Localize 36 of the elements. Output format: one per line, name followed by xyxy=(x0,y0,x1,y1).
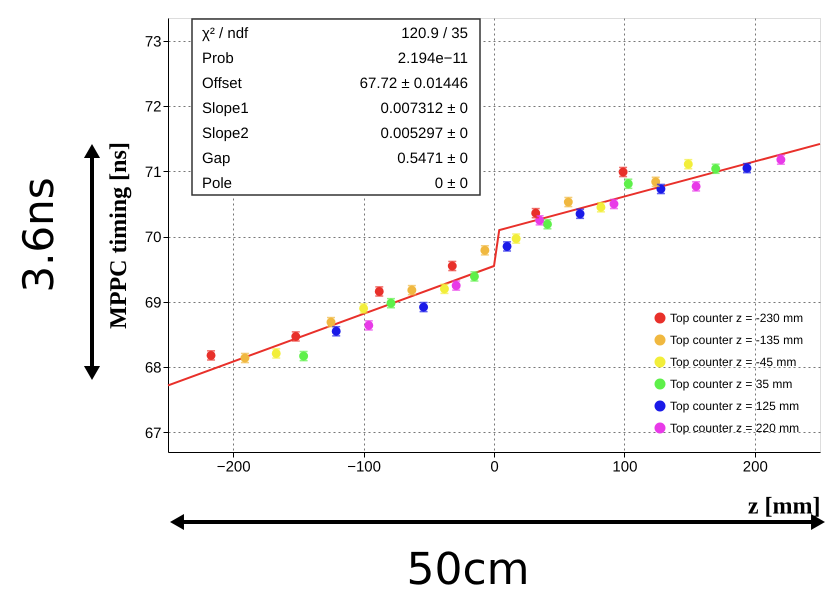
x-tick-label: 100 xyxy=(612,458,638,476)
annotation: Pole xyxy=(202,175,232,192)
y-tick-label: 67 xyxy=(144,424,162,442)
y-tick-label: 71 xyxy=(144,164,162,181)
annotation: 0.005297 ± 0 xyxy=(380,125,468,142)
annotation: 0.007312 ± 0 xyxy=(380,100,468,117)
text: 3.6ns xyxy=(14,177,63,293)
y-axis-title: MPPC timing [ns] xyxy=(106,142,132,329)
y-tick-label: 72 xyxy=(144,98,162,116)
text: 50cm xyxy=(406,544,530,595)
y-tick-label: 70 xyxy=(144,229,162,246)
annotation: χ² / ndf xyxy=(202,25,250,42)
x-tick-label: −100 xyxy=(347,458,381,476)
legend-label: Top counter z = 125 mm xyxy=(670,399,800,413)
annotation: Gap xyxy=(202,150,230,167)
legend-label: Top counter z = -230 mm xyxy=(670,311,804,325)
annotation: 0 ± 0 xyxy=(434,175,468,192)
annotation: Slope2 xyxy=(202,125,249,142)
x-axis-title: z [mm] xyxy=(748,494,820,520)
legend-label: Top counter z = 220 mm xyxy=(670,421,800,435)
annotation: Prob xyxy=(202,50,234,67)
legend-label: Top counter z = -135 mm xyxy=(670,333,804,347)
annotation: Offset xyxy=(202,75,243,92)
y-tick-label: 69 xyxy=(144,294,162,312)
annotation: 2.194e−11 xyxy=(398,50,468,67)
x-tick-label: 0 xyxy=(490,458,499,476)
annotation: 0.5471 ± 0 xyxy=(397,150,468,167)
annotation: 120.9 / 35 xyxy=(401,25,468,42)
x-tick-label: −200 xyxy=(216,458,251,476)
annotation: Slope1 xyxy=(202,100,249,117)
legend-label: Top counter z = 35 mm xyxy=(670,377,792,391)
y-tick-label: 68 xyxy=(144,360,162,377)
legend-label: Top counter z = -45 mm xyxy=(670,355,796,369)
x-tick-label: 200 xyxy=(742,458,768,476)
y-tick-label: 73 xyxy=(144,33,162,50)
annotation: 67.72 ± 0.01446 xyxy=(360,75,468,92)
